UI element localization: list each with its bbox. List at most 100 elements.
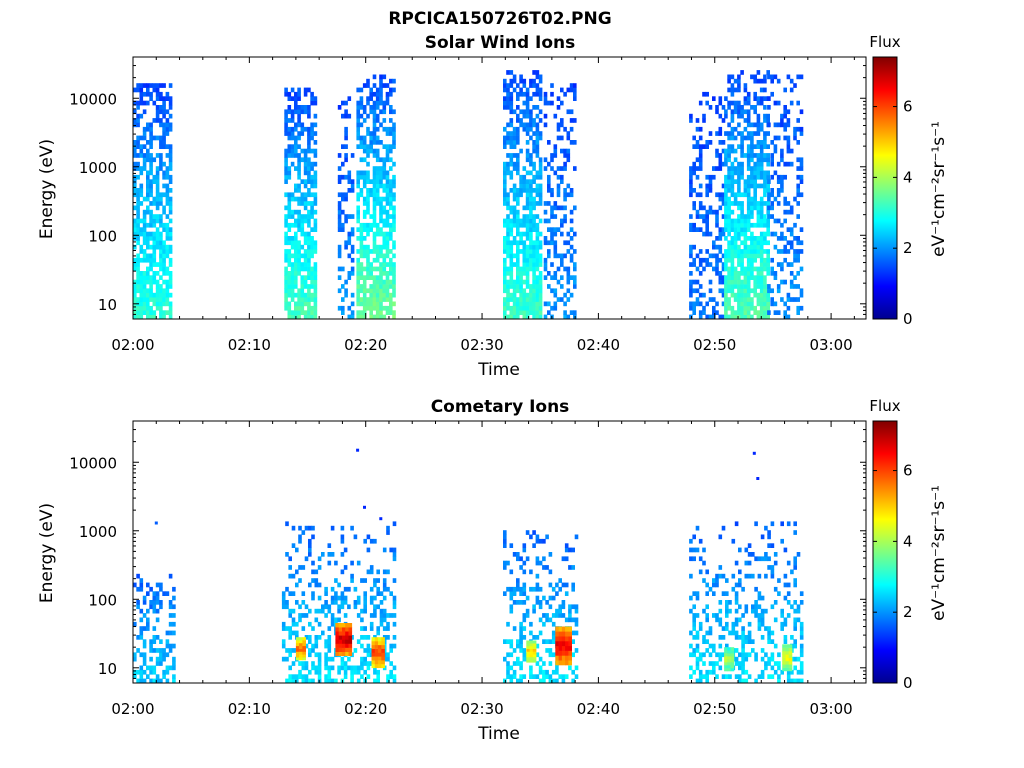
heatmap-cell [300, 310, 305, 315]
heatmap-cell [737, 257, 741, 263]
heatmap-cell [783, 310, 787, 315]
heatmap-cell [506, 218, 510, 224]
heatmap-cell [290, 209, 295, 215]
heatmap-cell [363, 578, 367, 583]
heatmap-cell [522, 240, 527, 246]
heatmap-cell [310, 292, 314, 298]
heatmap-cell [375, 170, 380, 176]
heatmap-cell [335, 639, 339, 644]
heatmap-cell [297, 305, 301, 311]
heatmap-cell [715, 573, 719, 579]
heatmap-cell [165, 174, 170, 180]
heatmap-cell [783, 249, 787, 254]
heatmap-cell [574, 534, 579, 540]
heatmap-cell [136, 153, 140, 158]
heatmap-cell [571, 547, 575, 553]
heatmap-cell [743, 284, 748, 289]
heatmap-cell [750, 271, 754, 276]
heatmap-cell [553, 305, 558, 311]
heatmap-cell [334, 678, 338, 683]
heatmap-cell [566, 153, 571, 158]
heatmap-cell [379, 621, 384, 627]
heatmap-cell [362, 275, 367, 280]
heatmap-cell [386, 674, 390, 679]
heatmap-cell [793, 297, 797, 302]
heatmap-cell [573, 83, 577, 88]
heatmap-cell [783, 595, 788, 601]
heatmap-cell [724, 314, 728, 319]
heatmap-cell [509, 305, 514, 311]
heatmap-cell [757, 573, 762, 579]
heatmap-cell [165, 222, 170, 228]
heatmap-cell [516, 91, 520, 97]
heatmap-cell [290, 253, 295, 259]
heatmap-cell [139, 314, 144, 319]
heatmap-cell [730, 74, 735, 80]
heatmap-cell [327, 552, 332, 557]
heatmap-cell [284, 284, 288, 289]
heatmap-cell [733, 231, 738, 237]
heatmap-cell [133, 652, 137, 658]
heatmap-cell [317, 674, 322, 679]
heatmap-cell [532, 654, 537, 658]
heatmap-cell [550, 262, 554, 267]
heatmap-cell [525, 113, 530, 119]
heatmap-cell [281, 626, 286, 631]
heatmap-cell [136, 678, 140, 683]
heatmap-cell [168, 161, 173, 167]
heatmap-cell [344, 196, 348, 202]
heatmap-cell [750, 205, 754, 211]
heatmap-cell [799, 591, 804, 596]
heatmap-cell [692, 626, 696, 631]
heatmap-cell [550, 275, 554, 280]
heatmap-cell [373, 578, 377, 583]
heatmap-cell [550, 188, 554, 193]
heatmap-cell [702, 266, 706, 272]
heatmap-cell [571, 617, 575, 623]
heatmap-cell [535, 240, 540, 246]
heatmap-cell [751, 604, 755, 610]
heatmap-cell [168, 630, 173, 636]
solar-colorbar-unit: eV⁻¹cm⁻²sr⁻¹s⁻¹ [929, 121, 949, 257]
heatmap-cell [689, 595, 693, 601]
heatmap-cell [695, 297, 700, 302]
heatmap-cell [553, 153, 558, 158]
heatmap-cell [512, 661, 517, 666]
heatmap-cell [372, 222, 377, 228]
heatmap-cell [337, 192, 342, 198]
heatmap-cell [136, 586, 140, 592]
heatmap-cell [786, 227, 791, 232]
heatmap-cell [782, 647, 786, 652]
heatmap-cell [324, 674, 328, 679]
heatmap-cell [566, 288, 571, 294]
heatmap-cell [300, 301, 305, 307]
heatmap-cell [386, 613, 390, 618]
y-tick-label: 10000 [69, 90, 117, 108]
heatmap-cell [149, 604, 153, 610]
heatmap-cell [780, 148, 784, 154]
heatmap-cell [288, 573, 292, 579]
heatmap-cell [389, 188, 393, 193]
heatmap-cell [379, 600, 384, 605]
heatmap-cell [512, 305, 517, 311]
heatmap-cell [512, 288, 517, 294]
solar-colorbar-gradient [872, 56, 898, 320]
heatmap-cell [764, 665, 768, 671]
heatmap-cell [337, 166, 342, 171]
heatmap-cell [362, 244, 367, 250]
heatmap-cell [558, 578, 562, 583]
heatmap-cell [733, 310, 738, 315]
heatmap-cell [532, 240, 536, 246]
heatmap-cell [168, 105, 173, 110]
heatmap-cell [525, 595, 530, 601]
heatmap-cell [548, 674, 553, 679]
heatmap-cell [165, 201, 170, 206]
heatmap-cell [303, 262, 308, 267]
heatmap-cell [344, 113, 348, 119]
heatmap-cell [763, 218, 767, 224]
heatmap-cell [522, 249, 527, 254]
heatmap-cell [759, 271, 764, 276]
heatmap-cell [344, 288, 348, 294]
heatmap-cell [715, 674, 719, 679]
heatmap-cell [763, 105, 767, 110]
